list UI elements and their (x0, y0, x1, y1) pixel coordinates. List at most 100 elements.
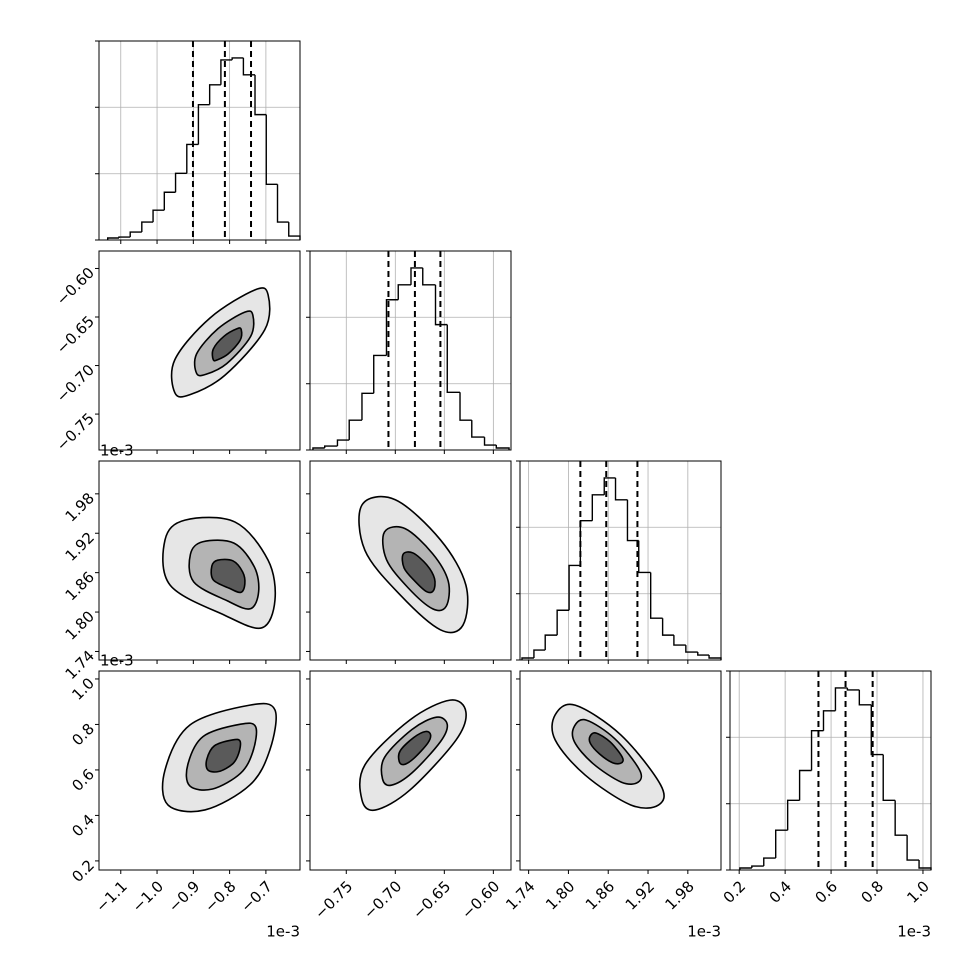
histogram-step (397, 284, 411, 300)
panel-frame (98, 40, 301, 241)
histogram-step (197, 103, 210, 145)
histogram-step (220, 59, 233, 85)
y-tick-label: 0.8 (68, 720, 98, 750)
x-tick-label: 0.2 (720, 877, 750, 907)
x-tick-label: 1.98 (661, 877, 697, 913)
y-tick-label: 0.2 (68, 856, 98, 886)
histogram-step (373, 354, 387, 394)
y-offset-label: 1e-3 (100, 652, 134, 670)
histogram-step (798, 769, 812, 801)
histogram-step (685, 645, 698, 653)
x-tick-label: −0.8 (201, 877, 239, 915)
y-tick-label: −0.75 (53, 409, 98, 454)
panel-frame (98, 460, 301, 661)
histogram-step (495, 445, 510, 450)
histogram-step (846, 687, 860, 691)
histogram-step (459, 392, 472, 421)
histogram-step (579, 520, 593, 566)
contour (210, 558, 246, 594)
x-tick-label: 0.8 (857, 877, 887, 907)
y-tick-label: 1.80 (62, 607, 98, 643)
y-tick-label: 1.92 (62, 529, 98, 565)
y-offset-label: 1e-3 (100, 442, 134, 460)
y-tick-label: −0.65 (53, 312, 98, 357)
histogram-step (471, 420, 485, 438)
x-tick-label: 0.4 (766, 877, 796, 907)
histogram-step (810, 730, 824, 771)
x-tick-label: 1.0 (903, 877, 933, 907)
panel-frame (519, 460, 722, 661)
x-tick-label: 1.92 (622, 877, 658, 913)
histogram-step (107, 237, 119, 240)
histogram-step (858, 689, 872, 706)
y-tick-label: 1.98 (62, 489, 98, 525)
histogram-step (739, 867, 752, 870)
x-tick-label: 1.74 (502, 877, 538, 913)
y-tick-label: 1.74 (62, 647, 98, 683)
histogram-step (870, 704, 884, 756)
histogram-step (410, 267, 423, 285)
histogram-step (906, 835, 920, 861)
histogram-step (649, 572, 663, 619)
x-tick-label: −0.75 (311, 877, 356, 922)
histogram-step (708, 655, 722, 660)
x-offset-label: 1e-3 (687, 923, 721, 941)
y-tick-label: −0.60 (53, 264, 98, 309)
histogram-step (533, 649, 546, 659)
panel-frame (729, 670, 932, 871)
x-tick-label: −0.70 (360, 877, 405, 922)
histogram-step (763, 857, 776, 867)
histogram-step (918, 860, 932, 870)
histogram-step (834, 687, 848, 711)
histogram-step (276, 184, 289, 223)
histogram-step (265, 114, 278, 185)
histogram-step (603, 477, 616, 495)
histogram-step (422, 267, 436, 286)
histogram-step (775, 829, 788, 859)
histogram-step (521, 657, 534, 660)
histogram-step (882, 754, 896, 802)
histogram-step (638, 540, 651, 574)
contour (205, 738, 242, 773)
x-tick-label: −1.0 (129, 877, 167, 915)
x-offset-label: 1e-3 (266, 923, 300, 941)
histogram-step (231, 57, 244, 60)
histogram-step (661, 618, 674, 636)
histogram-step (348, 419, 362, 441)
contour (588, 732, 624, 765)
histogram-step (288, 222, 301, 240)
histogram-step (385, 299, 399, 356)
x-tick-label: −0.7 (237, 877, 275, 915)
histogram-step (568, 564, 581, 611)
histogram-step (208, 84, 221, 105)
histogram-step (446, 324, 461, 393)
histogram-step (751, 865, 764, 869)
y-tick-label: −0.70 (53, 361, 98, 406)
histogram-step (626, 499, 639, 542)
histogram-step (544, 634, 558, 651)
x-tick-label: −0.60 (458, 877, 503, 922)
panel-frame (519, 670, 722, 871)
histogram-step (786, 799, 800, 831)
x-tick-label: 1.80 (542, 877, 578, 913)
histogram-step (556, 609, 570, 636)
panel-frame (98, 670, 301, 871)
histogram-step (174, 172, 187, 193)
histogram-step (118, 236, 131, 239)
histogram-step (336, 439, 350, 447)
contour (211, 327, 243, 362)
x-tick-label: −0.9 (165, 877, 203, 915)
y-tick-label: 1.86 (62, 568, 98, 604)
y-tick-label: 0.4 (68, 811, 98, 841)
histogram-step (434, 284, 448, 326)
y-tick-label: 0.6 (68, 765, 98, 795)
histogram-step (254, 74, 267, 116)
contour (397, 730, 432, 766)
histogram-step (141, 221, 154, 233)
histogram-step (614, 477, 628, 501)
histogram-step (822, 710, 836, 731)
panel-frame (98, 250, 301, 451)
panel-frame (309, 460, 512, 661)
histogram-step (186, 143, 199, 174)
